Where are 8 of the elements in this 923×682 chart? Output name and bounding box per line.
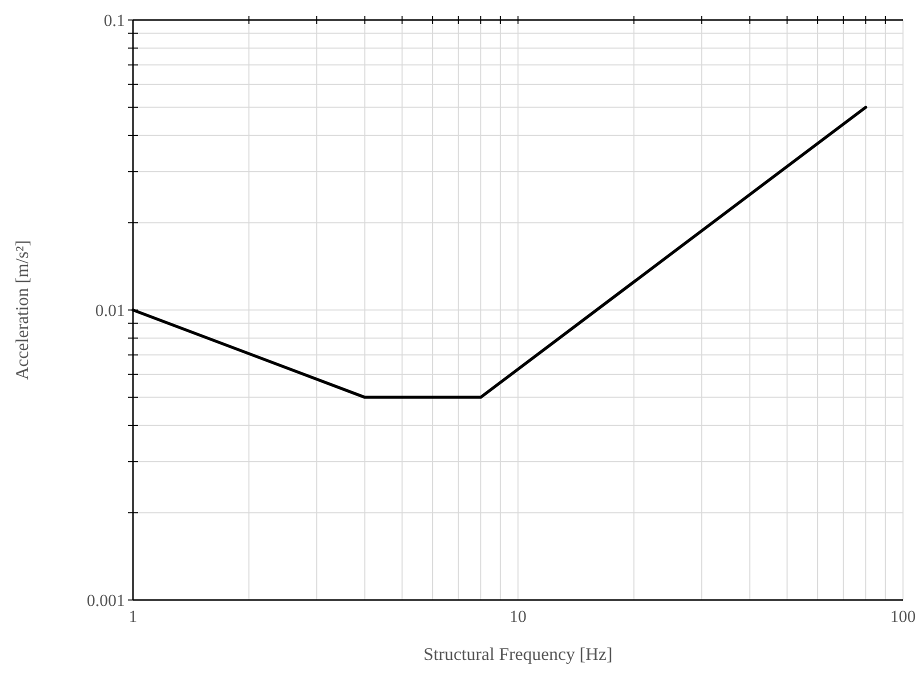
- y-axis-title: Acceleration [m/s²]: [12, 240, 32, 380]
- x-tick-label: 10: [510, 607, 526, 626]
- y-tick-label: 0.001: [86, 590, 125, 610]
- x-tick-label: 1: [128, 607, 138, 626]
- y-tick-label: 0.1: [104, 10, 125, 30]
- x-axis-title: Structural Frequency [Hz]: [424, 644, 612, 664]
- y-tick-label: 0.01: [95, 300, 125, 320]
- x-tick-label: 100: [890, 607, 916, 626]
